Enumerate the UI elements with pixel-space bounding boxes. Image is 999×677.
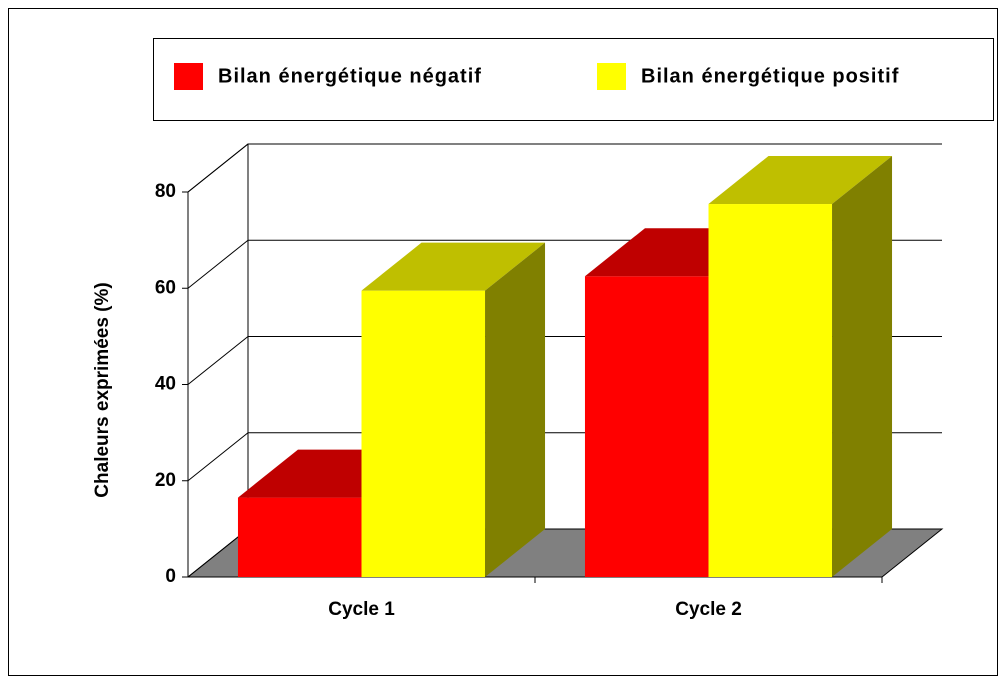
y-axis-label: Chaleurs exprimées (%) bbox=[92, 282, 113, 497]
legend-swatch bbox=[597, 63, 626, 90]
y-tick-label: 40 bbox=[155, 374, 176, 395]
bar-top bbox=[361, 242, 546, 291]
bar-side bbox=[832, 156, 893, 577]
bar-front bbox=[237, 497, 362, 577]
y-tick-label: 0 bbox=[165, 566, 176, 587]
x-tick-label: Cycle 2 bbox=[675, 599, 742, 620]
legend-box bbox=[153, 38, 994, 121]
bar-top bbox=[708, 156, 893, 205]
legend-swatch bbox=[174, 63, 203, 90]
bar-front bbox=[584, 276, 709, 577]
grid-line bbox=[187, 336, 249, 385]
grid-line bbox=[187, 432, 249, 482]
grid-line bbox=[187, 239, 249, 289]
x-tick-label: Cycle 1 bbox=[328, 599, 395, 620]
bar-front bbox=[361, 290, 486, 577]
y-tick-label: 60 bbox=[155, 277, 176, 298]
grid-line bbox=[187, 143, 249, 193]
legend-label: Bilan énergétique positif bbox=[641, 65, 899, 87]
y-tick-label: 80 bbox=[155, 181, 176, 202]
y-tick-label: 20 bbox=[155, 470, 176, 491]
bar-front bbox=[708, 204, 833, 577]
legend-label: Bilan énergétique négatif bbox=[218, 65, 482, 87]
bar-side bbox=[485, 242, 546, 577]
